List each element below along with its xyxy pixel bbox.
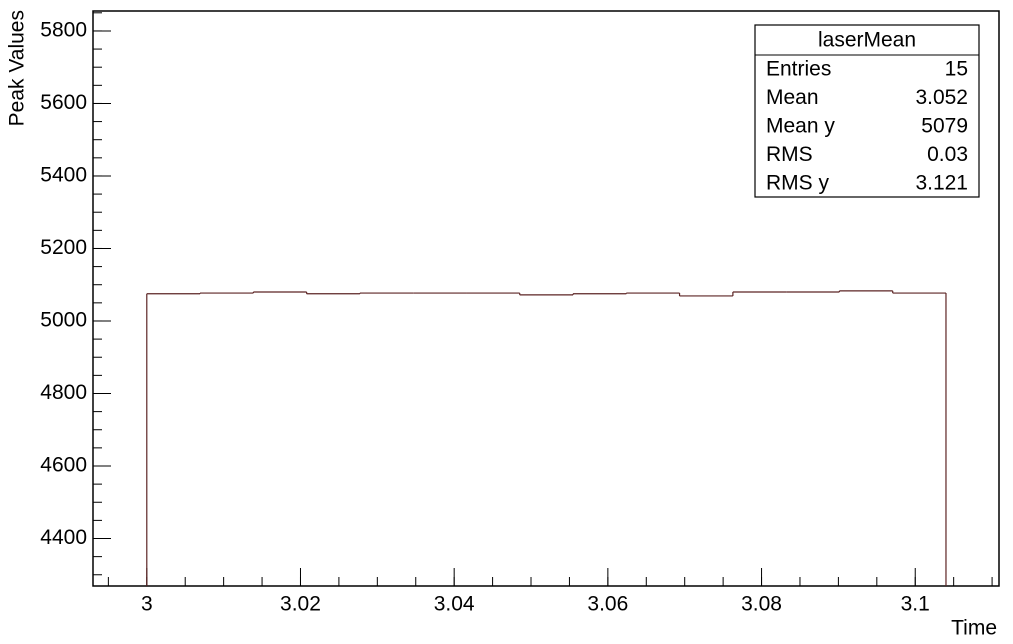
plot-frame	[92, 10, 1000, 587]
y-tick-label: 4800	[40, 381, 87, 404]
y-tick-label: 5400	[40, 164, 87, 187]
stats-label: RMS y	[766, 172, 830, 195]
stats-value: 3.121	[915, 172, 968, 195]
y-tick-label: 5200	[40, 236, 87, 259]
stats-label: Mean	[766, 86, 819, 109]
x-tick-label: 3.06	[587, 593, 628, 616]
x-tick-label: 3.08	[741, 593, 782, 616]
stats-value: 5079	[921, 115, 968, 138]
stats-box: laserMean	[754, 24, 980, 198]
stats-title: laserMean	[818, 29, 916, 52]
y-axis-label: Peak Values	[6, 10, 29, 126]
stats-value: 0.03	[927, 143, 968, 166]
y-tick-label: 4400	[40, 526, 87, 549]
stats-label: RMS	[766, 143, 813, 166]
stats-label: Mean y	[766, 115, 835, 138]
stats-value: 15	[945, 58, 968, 81]
x-axis-label: Time	[951, 617, 997, 640]
stats-value: 3.052	[915, 86, 968, 109]
x-tick-label: 3.04	[434, 593, 475, 616]
x-tick-label: 3.02	[280, 593, 321, 616]
y-tick-label: 5800	[40, 18, 87, 41]
y-tick-label: 5000	[40, 309, 87, 332]
stats-label: Entries	[766, 58, 831, 81]
y-tick-label: 4600	[40, 454, 87, 477]
x-tick-label: 3	[141, 593, 153, 616]
y-tick-label: 5600	[40, 91, 87, 114]
stats-frame	[754, 24, 980, 198]
x-tick-label: 3.1	[901, 593, 930, 616]
